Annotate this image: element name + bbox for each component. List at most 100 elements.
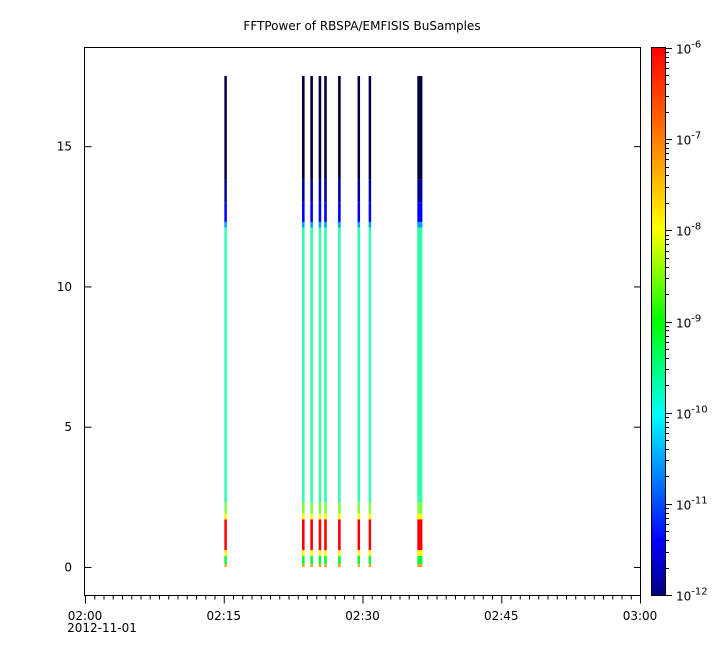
burst-cell xyxy=(357,179,361,203)
burst-cell xyxy=(417,513,423,520)
burst-column xyxy=(302,76,305,567)
burst-cell xyxy=(324,555,327,565)
burst-column xyxy=(338,76,341,567)
burst-cell xyxy=(357,519,361,551)
burst-cell xyxy=(417,179,423,203)
burst-cell xyxy=(318,202,322,222)
burst-column xyxy=(310,76,313,567)
burst-cell xyxy=(357,202,361,222)
burst-cell xyxy=(318,76,322,180)
burst-cell xyxy=(417,76,423,180)
y-tick-label: 0 xyxy=(64,560,72,574)
burst-cell xyxy=(224,76,227,180)
burst-cell xyxy=(302,555,305,565)
burst-cell xyxy=(310,179,313,203)
burst-cell xyxy=(357,513,361,520)
burst-cell xyxy=(338,555,341,565)
plot-frame xyxy=(84,47,641,596)
burst-cell xyxy=(318,502,322,514)
burst-cell xyxy=(302,502,305,514)
burst-column xyxy=(368,76,372,567)
burst-cell xyxy=(338,76,341,180)
burst-cell xyxy=(224,519,227,551)
colorbar-tick-label: 10-12 xyxy=(676,587,708,604)
burst-cell xyxy=(318,519,322,551)
burst-cell xyxy=(324,502,327,514)
burst-cell xyxy=(302,519,305,551)
burst-cell xyxy=(338,513,341,520)
burst-cell xyxy=(324,564,327,567)
colorbar-tick-label: 10-10 xyxy=(676,405,708,422)
burst-cell xyxy=(368,564,372,567)
burst-cell xyxy=(417,564,423,567)
burst-cell xyxy=(417,555,423,565)
burst-cell xyxy=(368,555,372,565)
burst-cell xyxy=(224,221,227,228)
burst-cell xyxy=(338,227,341,503)
burst-cell xyxy=(324,550,327,556)
burst-cell xyxy=(324,227,327,503)
colorbar-tick-label: 10-9 xyxy=(676,314,701,331)
burst-cell xyxy=(302,227,305,503)
burst-cell xyxy=(302,550,305,556)
burst-cell xyxy=(368,502,372,514)
x-tick-label: 02:15 xyxy=(206,609,241,623)
burst-cell xyxy=(357,564,361,567)
burst-column xyxy=(318,76,322,567)
burst-cell xyxy=(224,555,227,565)
plot-area xyxy=(224,76,423,567)
x-tick-label: 02:00 xyxy=(68,609,103,623)
burst-cell xyxy=(417,550,423,556)
burst-cell xyxy=(310,519,313,551)
burst-cell xyxy=(368,227,372,503)
burst-cell xyxy=(324,76,327,180)
colorbar-tick-label: 10-6 xyxy=(676,40,701,57)
burst-cell xyxy=(302,221,305,228)
burst-cell xyxy=(357,76,361,180)
burst-cell xyxy=(324,221,327,228)
colorbar-ticks: 10-12 10-11 10-10 10-9 10-8 10-7 10-6 xyxy=(665,40,708,604)
burst-cell xyxy=(224,502,227,514)
burst-cell xyxy=(357,555,361,565)
y-tick-label: 5 xyxy=(64,420,72,434)
burst-cell xyxy=(224,564,227,567)
burst-cell xyxy=(417,202,423,222)
burst-cell xyxy=(338,502,341,514)
x-tick-label: 02:45 xyxy=(484,609,519,623)
burst-cell xyxy=(310,221,313,228)
burst-cell xyxy=(324,202,327,222)
burst-cell xyxy=(338,179,341,203)
burst-cell xyxy=(357,550,361,556)
burst-cell xyxy=(302,76,305,180)
burst-cell xyxy=(368,550,372,556)
burst-cell xyxy=(310,227,313,503)
burst-cell xyxy=(318,555,322,565)
burst-cell xyxy=(224,513,227,520)
burst-cell xyxy=(302,179,305,203)
burst-cell xyxy=(224,202,227,222)
burst-cell xyxy=(310,513,313,520)
colorbar-tick-label: 10-11 xyxy=(676,496,708,513)
burst-cell xyxy=(338,564,341,567)
burst-cell xyxy=(310,76,313,180)
colorbar-tick-label: 10-7 xyxy=(676,131,701,148)
colorbar-tick-label: 10-8 xyxy=(676,222,701,239)
burst-cell xyxy=(310,550,313,556)
burst-cell xyxy=(338,519,341,551)
burst-cell xyxy=(310,555,313,565)
y-tick-label: 10 xyxy=(57,280,72,294)
burst-cell xyxy=(224,179,227,203)
burst-cell xyxy=(368,179,372,203)
burst-cell xyxy=(302,564,305,567)
burst-column xyxy=(324,76,327,567)
colorbar xyxy=(651,47,666,596)
burst-cell xyxy=(338,550,341,556)
x-date-label: 2012-11-01 xyxy=(67,621,137,635)
burst-cell xyxy=(302,202,305,222)
burst-cell xyxy=(368,513,372,520)
burst-cell xyxy=(368,76,372,180)
x-tick-label: 03:00 xyxy=(623,609,658,623)
y-axis: 0 5 10 15 xyxy=(57,140,641,574)
burst-cell xyxy=(324,179,327,203)
